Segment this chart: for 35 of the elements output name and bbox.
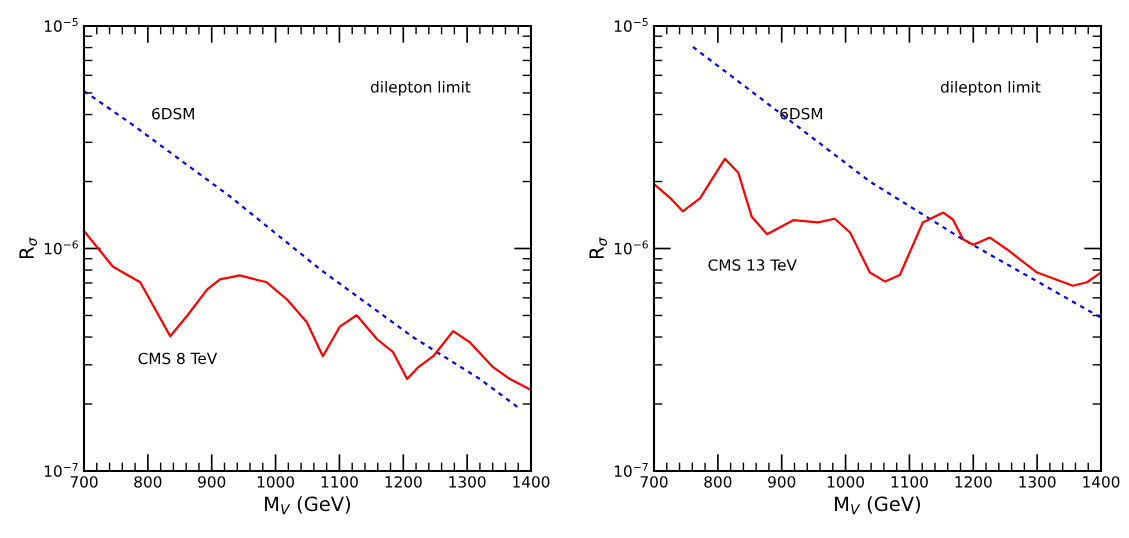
y-tick-label: 10$^{−5}$ <box>44 18 78 32</box>
x-tick-label: 800 <box>704 476 732 488</box>
series-label: 6DSM <box>152 107 194 120</box>
y-tick-label: 10$^{−7}$ <box>614 463 648 477</box>
x-tick-label: 1300 <box>1019 476 1056 488</box>
x-tick-label: 800 <box>134 476 162 488</box>
y-tick-label: 10$^{−7}$ <box>44 463 78 477</box>
x-tick-label: 700 <box>70 476 98 488</box>
text: CMS 13 TeV <box>708 259 797 271</box>
series-label: CMS 8 TeV <box>138 352 218 365</box>
x-tick-label: 1000 <box>257 476 294 488</box>
x-tick-label: 1200 <box>385 476 422 488</box>
x-tick-label: 1400 <box>513 476 550 488</box>
annotation: dilepton limit <box>940 80 1041 96</box>
x-axis-title: M$_{V}$ (GeV) <box>835 496 920 515</box>
y-tick-label: 10$^{−5}$ <box>614 18 648 32</box>
x-tick-label: 1200 <box>955 476 992 488</box>
x-tick-label: 1000 <box>827 476 864 488</box>
x-tick-label: 1400 <box>1083 476 1120 488</box>
y-tick-label: 10$^{−6}$ <box>614 240 648 255</box>
annotation: dilepton limit <box>370 80 471 96</box>
x-tick-label: 900 <box>198 476 226 488</box>
line-series <box>654 157 1101 287</box>
x-axis-title: M$_{V}$ (GeV) <box>265 496 350 515</box>
line-series <box>691 45 1101 319</box>
series-label: 6DSM <box>780 107 823 120</box>
x-tick-label: 1100 <box>321 476 358 488</box>
x-tick-label: 700 <box>640 476 668 488</box>
y-tick-label: 10$^{−6}$ <box>44 240 78 255</box>
x-tick-label: 900 <box>768 476 796 488</box>
y-axis-title: R$_{σ}$ <box>19 237 37 259</box>
line-series <box>84 229 531 392</box>
x-tick-label: 1300 <box>449 476 486 488</box>
y-axis-title: R$_{σ}$ <box>589 237 607 259</box>
x-tick-label: 1100 <box>891 476 928 488</box>
